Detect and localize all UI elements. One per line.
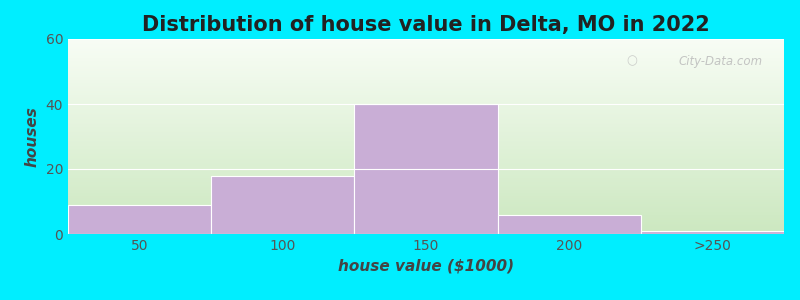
Bar (354, 104, 498, 234)
Bar (211, 176, 354, 234)
X-axis label: house value ($1000): house value ($1000) (338, 258, 514, 273)
Bar (641, 231, 784, 234)
Text: ○: ○ (626, 55, 638, 68)
Title: Distribution of house value in Delta, MO in 2022: Distribution of house value in Delta, MO… (142, 15, 710, 35)
Text: City-Data.com: City-Data.com (678, 55, 762, 68)
Bar (498, 214, 641, 234)
Bar (68, 205, 211, 234)
Y-axis label: houses: houses (25, 106, 40, 167)
